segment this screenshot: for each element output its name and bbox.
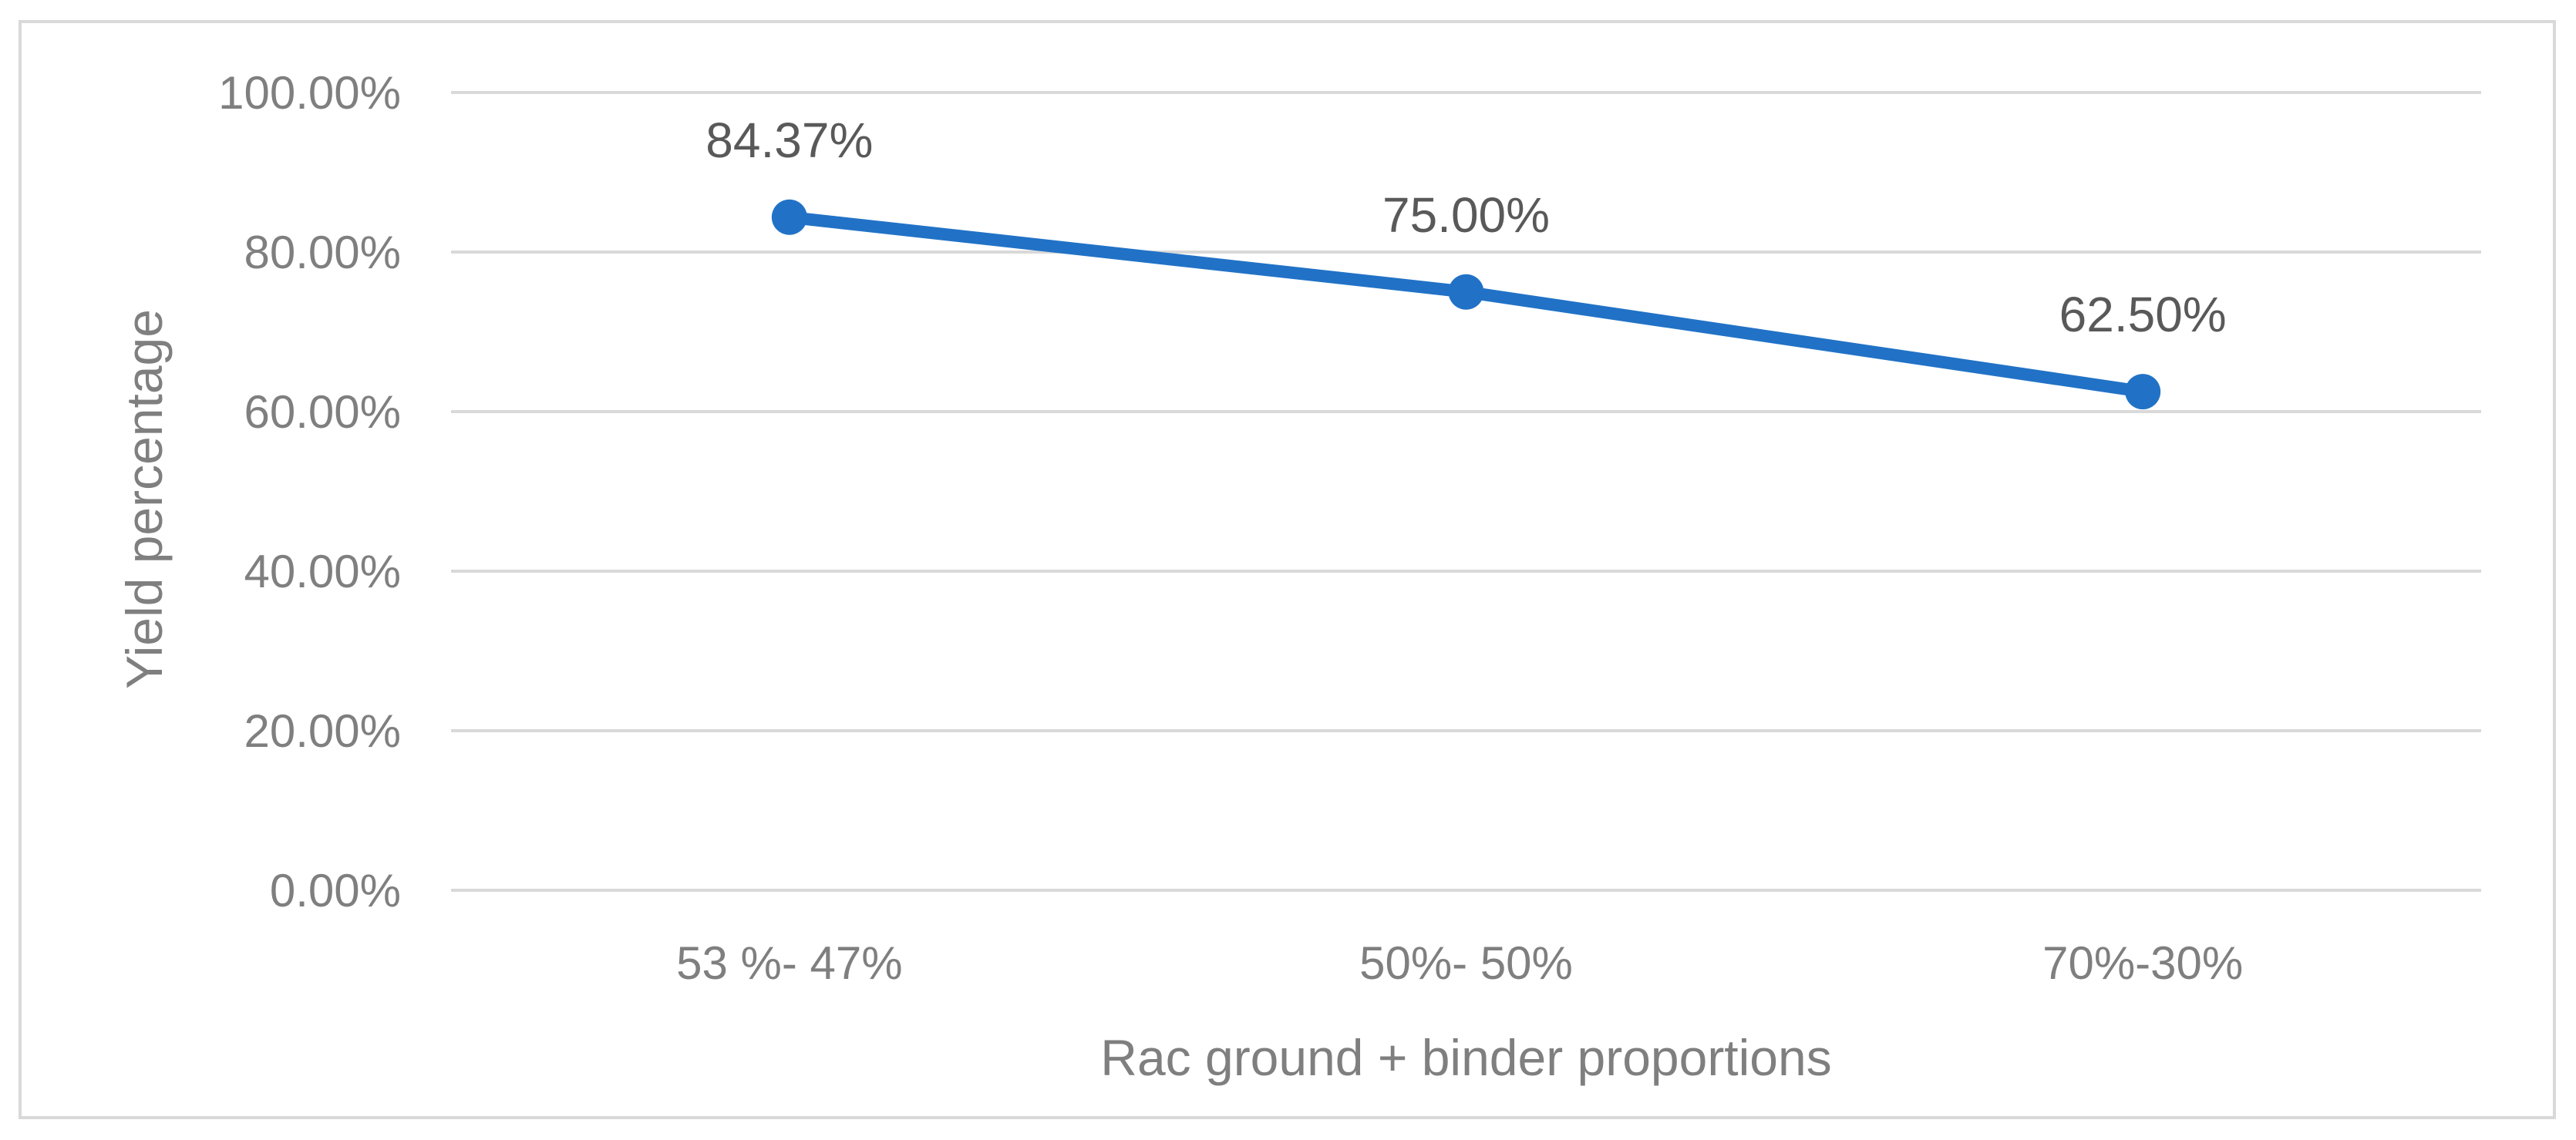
x-axis-ticks: 53 %- 47% 50%- 50% 70%-30% xyxy=(676,937,2243,989)
data-point xyxy=(2125,374,2161,410)
x-tick-label: 70%-30% xyxy=(2042,937,2243,989)
data-label: 62.50% xyxy=(2059,287,2227,342)
x-axis-title: Rac ground + binder proportions xyxy=(1100,1029,1831,1086)
data-label: 84.37% xyxy=(705,113,873,168)
y-tick-label: 100.00% xyxy=(218,67,401,119)
data-label: 75.00% xyxy=(1382,187,1550,243)
y-axis-ticks: 0.00% 20.00% 40.00% 60.00% 80.00% 100.00% xyxy=(218,67,401,916)
y-tick-label: 80.00% xyxy=(244,227,402,278)
y-tick-label: 60.00% xyxy=(244,386,402,438)
series xyxy=(771,199,2161,410)
data-point xyxy=(1448,274,1484,310)
y-tick-label: 0.00% xyxy=(270,865,401,916)
data-point xyxy=(771,199,807,235)
x-tick-label: 53 %- 47% xyxy=(676,937,903,989)
y-tick-label: 40.00% xyxy=(244,546,402,597)
x-tick-label: 50%- 50% xyxy=(1359,937,1573,989)
y-tick-label: 20.00% xyxy=(244,705,402,757)
gridlines xyxy=(451,91,2481,892)
y-axis-title: Yield percentage xyxy=(116,309,173,689)
data-labels: 84.37% 75.00% 62.50% xyxy=(705,113,2226,342)
